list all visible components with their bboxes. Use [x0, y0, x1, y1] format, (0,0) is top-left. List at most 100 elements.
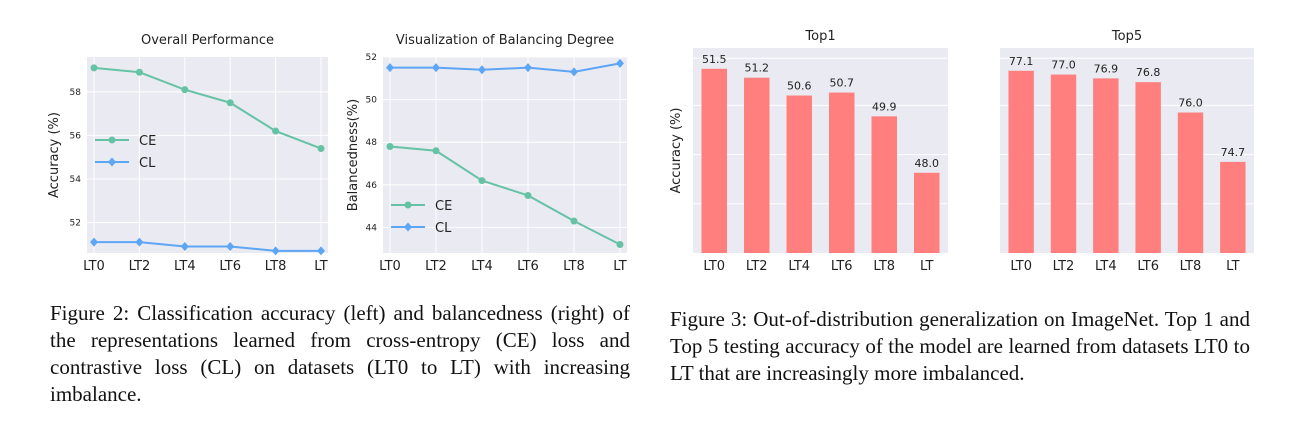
bar-value-label: 76.8 [1136, 66, 1161, 79]
bar-value-label: 48.0 [915, 157, 940, 170]
plot-area [1000, 48, 1254, 253]
bar [1050, 74, 1077, 254]
bar [1093, 78, 1119, 254]
bar-value-label: 77.0 [1051, 59, 1076, 72]
y-axis-label: Balancedness(%) [346, 99, 361, 211]
bar-value-label: 51.5 [702, 53, 727, 66]
figure-2-caption: Figure 2: Classification accuracy (left)… [50, 301, 630, 406]
x-tick-label: LT [920, 259, 933, 274]
bar [701, 68, 727, 253]
bar [744, 77, 770, 253]
series-line-cl [94, 241, 321, 252]
y-tick-label: 56 [70, 131, 82, 141]
data-point-cl [570, 67, 578, 77]
y-tick-label: 54 [70, 175, 82, 185]
data-point-cl [524, 63, 532, 73]
figure-3-caption: Figure 3: Out-of-distribution generaliza… [670, 307, 1250, 385]
y-tick-label: 44 [366, 223, 378, 233]
x-tick-label: LT0 [379, 259, 401, 274]
chart-title: Top5 [1111, 29, 1142, 44]
bar [786, 95, 812, 254]
data-point-cl [90, 237, 98, 247]
y-tick-label: 50 [366, 96, 378, 106]
data-point-ce [432, 147, 440, 155]
x-tick-label: LT4 [471, 259, 493, 274]
data-point-ce [570, 217, 578, 225]
data-point-cl [616, 58, 624, 68]
figure-charts: Overall Performance Accuracy (%) 52 54 56 58 L… [47, 29, 1254, 274]
series-line-ce [389, 145, 621, 246]
chart-title: Overall Performance [141, 33, 274, 48]
data-point-ce [524, 191, 532, 199]
x-tick-label: LT0 [703, 259, 725, 274]
plot-area [383, 57, 627, 253]
y-tick-label: 48 [366, 138, 378, 148]
x-tick-label: LT4 [788, 259, 810, 274]
legend-marker-ce [404, 201, 412, 209]
x-tick-label: LT2 [425, 259, 447, 274]
x-tick-label: LT8 [563, 259, 585, 274]
chart-title: Visualization of Balancing Degree [396, 33, 614, 48]
data-point-ce [616, 240, 624, 248]
data-point-ce [226, 99, 234, 107]
y-axis-label: Accuracy (%) [669, 108, 684, 194]
plot-area [87, 57, 328, 253]
x-tick-label: LT [314, 259, 327, 274]
bar [914, 172, 940, 253]
x-tick-label: LT [613, 259, 626, 274]
legend-label: CE [139, 134, 156, 149]
x-tick-label: LT2 [129, 259, 151, 274]
legend-marker-cl [404, 222, 412, 232]
x-tick-label: LT0 [83, 259, 105, 274]
data-point-cl [478, 65, 486, 75]
y-tick-label: 58 [70, 88, 82, 98]
y-tick-label: 52 [366, 53, 377, 63]
data-point-cl [317, 246, 325, 256]
y-axis-label: Accuracy (%) [47, 112, 62, 198]
data-point-ce [317, 144, 325, 152]
y-tick-label: 52 [70, 219, 81, 229]
data-point-ce [478, 177, 486, 185]
x-tick-label: LT6 [219, 259, 241, 274]
data-point-ce [90, 64, 98, 72]
data-point-cl [432, 63, 440, 73]
data-point-ce [181, 86, 189, 94]
bar-value-label: 77.1 [1009, 55, 1034, 68]
x-tick-label: LT8 [873, 259, 895, 274]
x-tick-label: LT6 [831, 259, 853, 274]
series-line-ce [93, 66, 322, 150]
x-tick-label: LT6 [1137, 259, 1159, 274]
x-tick-label: LT2 [1053, 259, 1075, 274]
bar-value-label: 50.6 [787, 80, 812, 93]
y-tick-label: 46 [366, 181, 378, 191]
bar [1135, 82, 1161, 254]
x-tick-label: LT6 [517, 259, 539, 274]
bar-value-label: 74.7 [1221, 146, 1246, 159]
legend-label: CE [435, 199, 452, 214]
x-tick-label: LT8 [265, 259, 287, 274]
bar-value-label: 76.0 [1178, 97, 1203, 110]
bar [1008, 70, 1034, 254]
series-line-cl [390, 62, 621, 73]
legend-label: CL [139, 156, 156, 171]
legend-marker-cl [108, 157, 116, 167]
legend-label: CL [435, 221, 452, 236]
data-point-cl [271, 246, 280, 256]
bar-value-label: 50.7 [830, 77, 855, 90]
x-tick-label: LT4 [174, 259, 196, 274]
bar [1177, 112, 1204, 253]
legend-marker-ce [108, 136, 116, 144]
bar [1220, 161, 1246, 253]
x-tick-label: LT4 [1095, 259, 1117, 274]
x-tick-label: LT0 [1010, 259, 1032, 274]
data-point-ce [272, 127, 280, 135]
data-point-cl [180, 241, 189, 251]
bar-value-label: 49.9 [872, 100, 897, 113]
bar-value-label: 76.9 [1094, 62, 1119, 75]
data-point-ce [386, 142, 394, 150]
bar [829, 92, 855, 253]
bar-value-label: 51.2 [745, 62, 770, 75]
x-tick-label: LT2 [746, 259, 768, 274]
bar [871, 116, 897, 253]
data-point-cl [386, 63, 394, 73]
